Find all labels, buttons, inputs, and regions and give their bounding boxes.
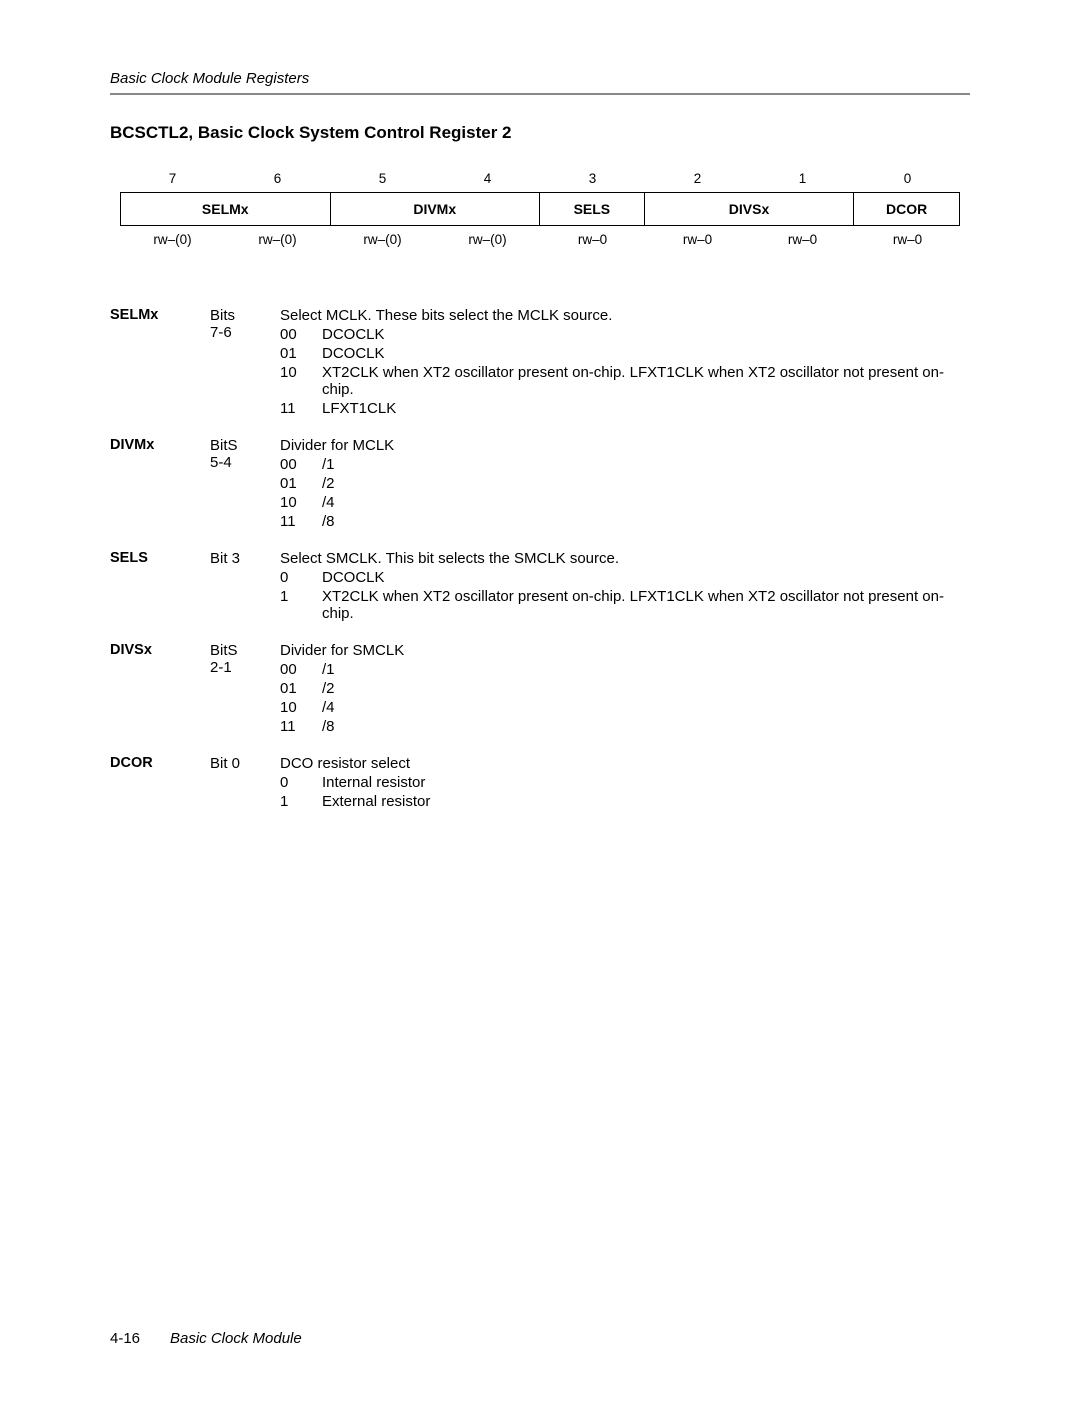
reg-cell: DCOR (854, 193, 959, 225)
bit-num: 5 (330, 171, 435, 192)
field-name: SELS (110, 550, 210, 622)
field-desc: Divider for MCLK 00/1 01/2 10/4 11/8 (280, 437, 970, 530)
module-name: Basic Clock Module (170, 1330, 302, 1347)
reg-cell: DIVSx (645, 193, 855, 225)
bit-num: 0 (855, 171, 960, 192)
field-bits: Bit 3 (210, 550, 280, 622)
rw-cell: rw–(0) (330, 232, 435, 247)
rw-cell: rw–0 (855, 232, 960, 247)
page-number: 4-16 (110, 1330, 170, 1347)
field-desc: DCO resistor select 0Internal resistor 1… (280, 755, 970, 810)
field-desc: Divider for SMCLK 00/1 01/2 10/4 11/8 (280, 642, 970, 735)
field-bits: BitS 5-4 (210, 437, 280, 530)
reg-cell: SELS (540, 193, 645, 225)
running-head: Basic Clock Module Registers (110, 70, 970, 95)
rw-row: rw–(0) rw–(0) rw–(0) rw–(0) rw–0 rw–0 rw… (120, 232, 960, 247)
bit-num: 4 (435, 171, 540, 192)
bit-num: 3 (540, 171, 645, 192)
field-sels: SELS Bit 3 Select SMCLK. This bit select… (110, 550, 970, 622)
page-footer: 4-16 Basic Clock Module (110, 1330, 970, 1387)
field-name: DIVMx (110, 437, 210, 530)
field-name: SELMx (110, 307, 210, 417)
rw-cell: rw–0 (645, 232, 750, 247)
field-bits: Bit 0 (210, 755, 280, 810)
rw-cell: rw–(0) (225, 232, 330, 247)
field-divsx: DIVSx BitS 2-1 Divider for SMCLK 00/1 01… (110, 642, 970, 735)
bit-num: 7 (120, 171, 225, 192)
field-descriptions: SELMx Bits 7-6 Select MCLK. These bits s… (110, 307, 970, 810)
reg-cell: DIVMx (331, 193, 541, 225)
reg-cell: SELMx (121, 193, 331, 225)
field-name: DCOR (110, 755, 210, 810)
section-title: BCSCTL2, Basic Clock System Control Regi… (110, 123, 970, 143)
field-desc: Select SMCLK. This bit selects the SMCLK… (280, 550, 970, 622)
field-selmx: SELMx Bits 7-6 Select MCLK. These bits s… (110, 307, 970, 417)
field-bits: Bits 7-6 (210, 307, 280, 417)
field-name: DIVSx (110, 642, 210, 735)
bit-number-row: 7 6 5 4 3 2 1 0 (120, 171, 960, 192)
field-dcor: DCOR Bit 0 DCO resistor select 0Internal… (110, 755, 970, 810)
field-bits: BitS 2-1 (210, 642, 280, 735)
bit-num: 2 (645, 171, 750, 192)
rw-cell: rw–0 (750, 232, 855, 247)
rw-cell: rw–(0) (435, 232, 540, 247)
field-desc: Select MCLK. These bits select the MCLK … (280, 307, 970, 417)
rw-cell: rw–(0) (120, 232, 225, 247)
field-divmx: DIVMx BitS 5-4 Divider for MCLK 00/1 01/… (110, 437, 970, 530)
bit-num: 6 (225, 171, 330, 192)
bit-num: 1 (750, 171, 855, 192)
page-container: Basic Clock Module Registers BCSCTL2, Ba… (0, 0, 1080, 1427)
register-field-table: SELMx DIVMx SELS DIVSx DCOR (120, 192, 960, 226)
rw-cell: rw–0 (540, 232, 645, 247)
